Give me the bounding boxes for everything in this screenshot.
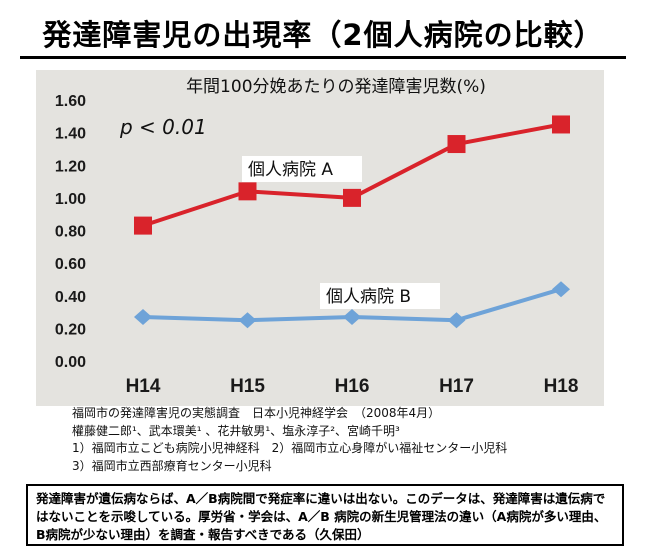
source-citation: 福岡市の発達障害児の実態調査 日本小児神経学会 （2008年4月） 權藤健二郎¹… xyxy=(72,405,632,475)
source-line: 權藤健二郎¹、武本環美¹ 、花井敏男¹、塩永淳子²、宮崎千明³ xyxy=(72,423,400,438)
data-point-marker xyxy=(552,115,570,134)
line-chart: 年間100分娩あたりの発達障害児数(%) p < 0.01 0.000.200.… xyxy=(55,77,579,397)
commentary-text: 発達障害が遺伝病ならば、A／B病院間で発症率に違いは出ない。このデータは、発達障… xyxy=(36,491,607,542)
y-tick-label: 0.20 xyxy=(55,321,86,338)
chart-panel: 年間100分娩あたりの発達障害児数(%) p < 0.01 0.00 0.20 0.… xyxy=(36,70,604,406)
p-value-annotation: p < 0.01 xyxy=(119,115,207,139)
y-tick-label: 0.00 xyxy=(55,354,86,371)
data-point-marker xyxy=(134,308,152,325)
source-line: 福岡市の発達障害児の実態調査 日本小児神経学会 （2008年4月） xyxy=(72,406,441,420)
y-axis: 0.00 0.20 0.40 0.60 0.80 1.00 1.20 1.40 1.60 xyxy=(55,93,86,371)
series-label-background xyxy=(242,156,362,182)
y-tick-label: 1.40 xyxy=(55,126,86,143)
data-point-marker xyxy=(238,182,257,201)
series-layer: 個人病院 A 個人病院 B xyxy=(134,115,570,329)
x-tick-label: H17 xyxy=(439,376,474,397)
data-point-marker xyxy=(447,135,466,154)
y-tick-label: 0.40 xyxy=(55,289,86,306)
data-point-marker xyxy=(343,188,361,207)
title-underline xyxy=(20,56,626,59)
y-tick-label: 1.60 xyxy=(55,93,86,110)
x-axis: H14 H15 H16 H17 H18 xyxy=(126,376,579,397)
data-point-marker xyxy=(447,312,466,329)
series-label-background xyxy=(320,283,440,309)
x-tick-label: H14 xyxy=(126,376,161,397)
series-label: 個人病院 B xyxy=(326,287,411,307)
series-label: 個人病院 A xyxy=(248,160,333,180)
source-line: 1）福岡市立こども病院小児神経科 2）福岡市立心身障がい福祉センター小児科 xyxy=(72,441,508,455)
x-tick-label: H18 xyxy=(544,376,579,397)
page-title: 発達障害児の出現率（2個人病院の比較） xyxy=(42,18,604,52)
data-point-marker xyxy=(238,312,257,329)
x-tick-label: H16 xyxy=(335,376,370,397)
data-point-marker xyxy=(343,308,361,325)
x-tick-label: H15 xyxy=(230,376,265,397)
data-point-marker xyxy=(134,216,152,235)
data-point-marker xyxy=(552,281,570,298)
y-tick-label: 0.60 xyxy=(55,256,86,273)
y-tick-label: 1.20 xyxy=(55,158,86,175)
y-tick-label: 0.80 xyxy=(55,224,86,241)
commentary-box: 発達障害が遺伝病ならば、A／B病院間で発症率に違いは出ない。このデータは、発達障… xyxy=(26,484,624,546)
chart-title: 年間100分娩あたりの発達障害児数(%) xyxy=(186,77,486,97)
y-tick-label: 1.00 xyxy=(55,191,86,208)
source-line: 3）福岡市立西部療育センター小児科 xyxy=(72,458,272,473)
